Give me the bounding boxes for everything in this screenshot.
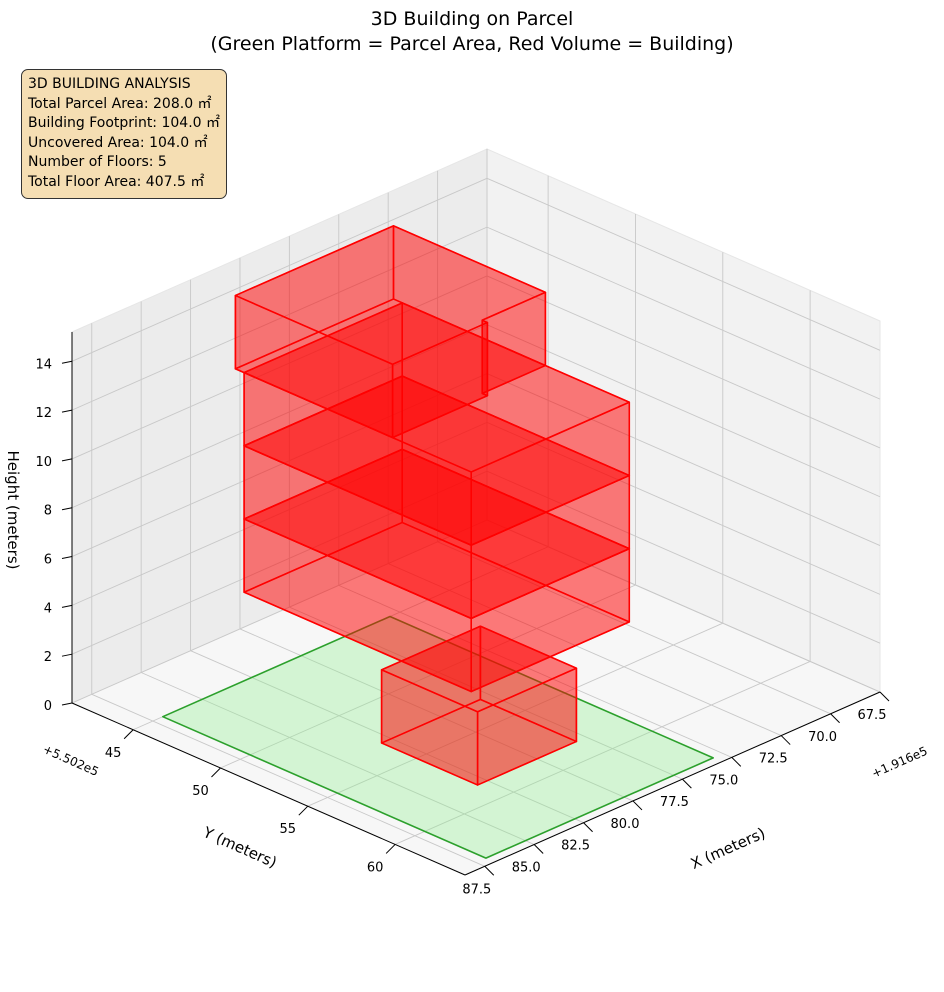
y-tick-label: 75.0 — [709, 773, 738, 788]
floor-top-face — [243, 302, 631, 473]
z-tick-mark — [61, 702, 73, 706]
y-tick-label: 82.5 — [561, 839, 590, 854]
y-tick-mark — [780, 735, 791, 745]
y-tick-label: 67.5 — [858, 708, 887, 723]
x-axis-line — [71, 702, 466, 876]
y-tick-mark — [583, 822, 593, 833]
grid-y-floor — [437, 541, 831, 715]
z-tick-label: 14 — [35, 357, 52, 372]
z-tick-mark — [61, 653, 73, 657]
grid-z-right — [486, 275, 881, 449]
grid-z-left — [71, 421, 488, 606]
building-floor-4 — [243, 302, 631, 546]
y-tick-mark — [731, 757, 742, 767]
chart-title: 3D Building on Parcel — [371, 8, 574, 30]
grid-y-floor — [239, 628, 634, 802]
y-tick-mark — [484, 865, 495, 876]
y-tick-label: 72.5 — [759, 752, 788, 767]
chart-subtitle: (Green Platform = Parcel Area, Red Volum… — [210, 33, 733, 55]
grid-z-left — [71, 226, 488, 411]
floor-top-face — [380, 625, 578, 713]
x-tick-label: 60 — [367, 860, 384, 875]
grid-z-right — [486, 324, 881, 498]
x-axis-offset: +1.916e5 — [870, 744, 930, 781]
tick-labels: 4550556067.570.072.575.077.580.082.585.0… — [35, 357, 890, 897]
x-tick-mark — [211, 767, 221, 778]
x-tick-mark — [123, 729, 134, 740]
building-floor-1 — [380, 625, 578, 786]
grid-y-floor — [338, 584, 732, 758]
grid-z-right — [486, 373, 881, 546]
y-axis-label: Y (meters) — [200, 823, 280, 872]
grid-y-floor — [91, 693, 485, 867]
building-floor-5 — [234, 225, 547, 439]
grid-z-left — [71, 324, 488, 509]
info-line-floor-count: Number of Floors: 5 — [28, 154, 167, 170]
grid-z-right — [486, 177, 881, 351]
info-line-floor-area: Total Floor Area: 407.5 ㎡ — [28, 173, 205, 190]
plot-geometry — [162, 225, 715, 859]
x-tick-label: 45 — [105, 746, 122, 761]
analysis-info-box: 3D BUILDING ANALYSIS Total Parcel Area: … — [21, 69, 227, 199]
y-tick-mark — [830, 713, 840, 724]
y-tick-mark — [682, 778, 692, 789]
info-line-parcel-area: Total Parcel Area: 208.0 ㎡ — [28, 95, 212, 112]
y-tick-label: 80.0 — [611, 817, 640, 832]
grid-y-floor — [140, 672, 535, 845]
grid-y-floor — [388, 563, 782, 736]
z-axis-label: Height (meters) — [4, 451, 22, 570]
grid-z-left — [71, 373, 488, 557]
y-tick-label: 87.5 — [462, 882, 491, 897]
grid-z-left — [71, 470, 488, 655]
x-tick-mark — [298, 805, 309, 816]
info-heading: 3D BUILDING ANALYSIS — [28, 76, 191, 92]
z-tick-label: 10 — [35, 455, 52, 470]
z-tick-label: 4 — [44, 601, 52, 616]
grid-z-right — [486, 421, 881, 595]
x-tick-label: 55 — [280, 822, 297, 837]
info-line-footprint: Building Footprint: 104.0 ㎡ — [28, 115, 221, 131]
parcel-polygon — [162, 615, 715, 859]
y-axis-offset: +5.502e5 — [41, 742, 101, 779]
x-axis-label: X (meters) — [688, 824, 768, 873]
grid-z-right — [486, 470, 881, 644]
grid-z-left — [71, 177, 488, 362]
z-tick-label: 8 — [44, 504, 52, 519]
info-line-uncovered-area: Uncovered Area: 104.0 ㎡ — [28, 134, 208, 151]
y-tick-mark — [879, 691, 890, 702]
z-tick-mark — [61, 556, 73, 560]
z-tick-mark — [61, 360, 73, 364]
y-tick-mark — [632, 800, 643, 811]
building-floor-2 — [243, 448, 631, 693]
z-tick-label: 12 — [35, 406, 52, 421]
z-tick-mark — [61, 409, 73, 413]
grid-y-floor — [289, 606, 683, 780]
z-tick-label: 6 — [44, 553, 52, 568]
grid-z-left — [71, 519, 488, 704]
floor-top-face — [234, 225, 547, 366]
y-tick-label: 77.5 — [660, 795, 689, 810]
z-tick-mark — [61, 604, 73, 608]
z-tick-mark — [61, 507, 73, 511]
z-tick-mark — [61, 458, 73, 462]
grid-z-right — [486, 519, 881, 693]
x-tick-label: 50 — [192, 784, 209, 799]
y-tick-label: 85.0 — [512, 861, 541, 876]
grid-y-floor — [190, 650, 584, 824]
y-tick-label: 70.0 — [808, 730, 837, 745]
axis-panes — [70, 148, 882, 876]
z-tick-label: 0 — [44, 699, 52, 714]
grid-z-right — [486, 226, 881, 400]
y-tick-mark — [533, 844, 544, 854]
x-tick-mark — [385, 844, 396, 854]
grid-z-left — [71, 275, 488, 460]
z-tick-label: 2 — [44, 650, 52, 665]
